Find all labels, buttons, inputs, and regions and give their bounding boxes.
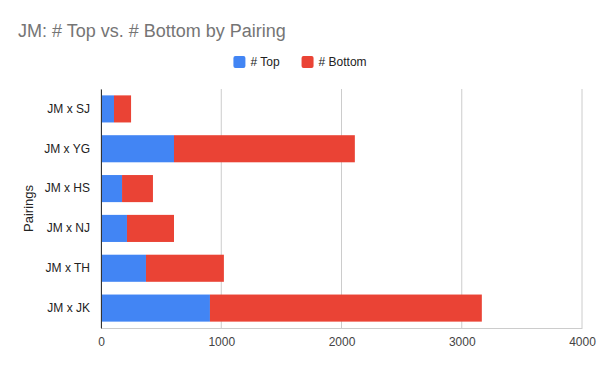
legend-label: # Top: [250, 55, 279, 69]
y-tick: JM x SJ: [47, 102, 101, 116]
y-axis: JM x SJ JM x YG JM x HS JM x NJ JM x TH JM x …: [44, 90, 101, 329]
legend-label: # Bottom: [319, 55, 367, 69]
x-tick-label: 3000: [449, 335, 476, 349]
bar: [101, 295, 210, 322]
grid: [101, 89, 582, 328]
bar: [101, 175, 122, 202]
legend-item: # Top: [233, 55, 279, 69]
bar: [101, 95, 114, 122]
x-tick-label: 4000: [569, 335, 596, 349]
bar: [101, 255, 146, 282]
y-axis-line: [101, 90, 102, 329]
bar: [101, 215, 127, 242]
y-tick: JM x HS: [45, 181, 101, 195]
bar: [210, 295, 482, 322]
series-bars: [114, 95, 482, 321]
plot-area: 01000200030004000JM x SJJM x YGJM x HSJM…: [44, 89, 596, 349]
y-tick: JM x YG: [44, 142, 101, 156]
bar: [127, 215, 174, 242]
x-tick: 0: [98, 328, 105, 349]
x-tick: 3000: [449, 328, 476, 349]
y-tick: JM x NJ: [47, 221, 101, 235]
grid-line: [101, 89, 102, 328]
y-tick-label: JM x HS: [45, 181, 90, 195]
y-tick-label: JM x NJ: [47, 221, 90, 235]
chart-container: JM: # Top vs. # Bottom by Pairing 0 1000 20…: [0, 0, 600, 371]
bar: [114, 95, 131, 122]
bar: [146, 255, 224, 282]
y-tick-label: JM x JK: [47, 301, 90, 315]
series-bars: [101, 95, 210, 321]
bar: [101, 135, 174, 162]
x-tick: 2000: [329, 328, 356, 349]
grid-line: [341, 89, 342, 328]
legend-item: # Bottom: [302, 55, 367, 69]
chart-title: JM: # Top vs. # Bottom by Pairing: [18, 21, 286, 41]
chart-svg: JM: # Top vs. # Bottom by Pairing 0 1000 20…: [0, 0, 600, 371]
x-axis-line: [102, 328, 583, 329]
y-tick: JM x TH: [46, 261, 101, 275]
grid-line: [461, 89, 462, 328]
x-tick: 1000: [208, 328, 235, 349]
x-tick: 4000: [569, 328, 596, 349]
bar: [174, 135, 355, 162]
grid-line: [221, 89, 222, 328]
y-tick-label: JM x TH: [46, 261, 90, 275]
grid-line: [582, 89, 583, 328]
x-tick-label: 2000: [329, 335, 356, 349]
y-tick-label: JM x SJ: [47, 102, 90, 116]
y-tick-label: JM x YG: [44, 142, 90, 156]
bar: [122, 175, 153, 202]
x-tick-label: 0: [98, 335, 105, 349]
y-tick: JM x JK: [47, 301, 101, 315]
legend-swatch: [302, 56, 314, 68]
legend: # Top # Bottom: [233, 55, 366, 69]
legend-swatch: [233, 56, 245, 68]
x-tick-label: 1000: [208, 335, 235, 349]
bars: [101, 95, 482, 321]
x-axis: 0 1000 2000 3000 4000: [98, 328, 596, 349]
y-axis-title: Pairings: [21, 185, 36, 232]
